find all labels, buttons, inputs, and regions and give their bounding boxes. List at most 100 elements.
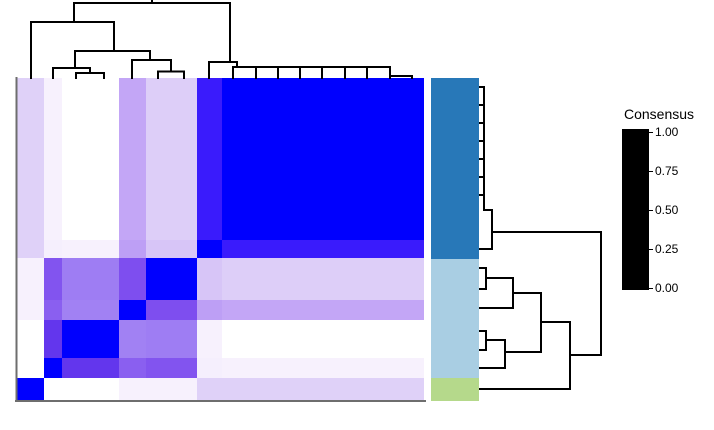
heatmap-cell	[44, 300, 62, 320]
heatmap-cell	[44, 240, 62, 258]
heatmap-cell	[402, 150, 424, 168]
heatmap-cell	[312, 300, 334, 320]
heatmap-cell	[146, 150, 171, 168]
heatmap-cell	[267, 320, 289, 339]
heatmap-cell	[222, 186, 244, 204]
heatmap-cell	[90, 320, 119, 339]
heatmap-cell	[289, 279, 312, 300]
heatmap-cell	[289, 339, 312, 358]
heatmap-cell	[334, 258, 357, 279]
heatmap-cell	[90, 114, 119, 132]
heatmap-cell	[90, 240, 119, 258]
heatmap-cell	[17, 186, 44, 204]
heatmap-cell	[119, 320, 146, 339]
heatmap-cell	[197, 186, 222, 204]
heatmap-cell	[379, 378, 402, 400]
heatmap-cell	[357, 204, 379, 222]
heatmap-cell	[334, 78, 357, 96]
heatmap-cell	[197, 150, 222, 168]
heatmap-cell	[357, 279, 379, 300]
heatmap-cell	[379, 279, 402, 300]
heatmap-cell	[334, 204, 357, 222]
heatmap-cell	[402, 240, 424, 258]
heatmap-cell	[17, 240, 44, 258]
consensus-heatmap	[17, 78, 424, 400]
heatmap-cell	[90, 96, 119, 114]
heatmap-cell	[312, 78, 334, 96]
heatmap-cell	[267, 378, 289, 400]
heatmap-cell	[244, 168, 267, 186]
heatmap-cell	[197, 222, 222, 240]
heatmap-cell	[62, 96, 90, 114]
heatmap-cell	[17, 96, 44, 114]
heatmap-cell	[334, 339, 357, 358]
heatmap-cell	[357, 168, 379, 186]
annotation-cluster-lightblue	[431, 259, 479, 378]
heatmap-cell	[312, 358, 334, 378]
heatmap-cell	[334, 186, 357, 204]
heatmap-cell	[17, 320, 44, 339]
heatmap-cell	[119, 186, 146, 204]
heatmap-cell	[17, 339, 44, 358]
heatmap-cell	[312, 186, 334, 204]
heatmap-cell	[334, 378, 357, 400]
heatmap-cell	[119, 300, 146, 320]
heatmap-cell	[357, 320, 379, 339]
heatmap-cell	[267, 114, 289, 132]
heatmap-cell	[222, 150, 244, 168]
heatmap-cell	[379, 204, 402, 222]
heatmap-cell	[267, 258, 289, 279]
heatmap-cell	[44, 279, 62, 300]
heatmap-cell	[119, 339, 146, 358]
heatmap-cell	[289, 204, 312, 222]
heatmap-cell	[171, 339, 197, 358]
heatmap-cell	[244, 78, 267, 96]
heatmap-cell	[244, 96, 267, 114]
heatmap-cell	[312, 279, 334, 300]
heatmap-cell	[17, 78, 44, 96]
heatmap-cell	[62, 258, 90, 279]
heatmap-cell	[119, 96, 146, 114]
heatmap-cell	[312, 96, 334, 114]
heatmap-cell	[62, 186, 90, 204]
heatmap-cell	[244, 378, 267, 400]
heatmap-cell	[62, 320, 90, 339]
heatmap-cell	[146, 168, 171, 186]
heatmap-cell	[62, 132, 90, 150]
heatmap-cell	[334, 320, 357, 339]
heatmap-cell	[44, 339, 62, 358]
heatmap-cell	[289, 240, 312, 258]
heatmap-cell	[90, 339, 119, 358]
heatmap-cell	[44, 168, 62, 186]
heatmap-cell	[402, 320, 424, 339]
heatmap-cell	[244, 114, 267, 132]
heatmap-cell	[222, 320, 244, 339]
heatmap-cell	[90, 358, 119, 378]
heatmap-cell	[146, 78, 171, 96]
heatmap-cell	[402, 258, 424, 279]
heatmap-cell	[267, 186, 289, 204]
heatmap-cell	[44, 320, 62, 339]
heatmap-cell	[44, 358, 62, 378]
heatmap-cell	[171, 96, 197, 114]
heatmap-cell	[379, 168, 402, 186]
heatmap-cell	[289, 222, 312, 240]
heatmap-cell	[90, 222, 119, 240]
heatmap-cell	[146, 114, 171, 132]
heatmap-cell	[312, 168, 334, 186]
heatmap-cell	[334, 358, 357, 378]
heatmap-cell	[244, 339, 267, 358]
heatmap-cell	[334, 132, 357, 150]
heatmap-cell	[267, 279, 289, 300]
heatmap-cell	[357, 78, 379, 96]
heatmap-cell	[379, 339, 402, 358]
annotation-cluster-blue	[431, 78, 479, 259]
heatmap-cell	[334, 300, 357, 320]
heatmap-cell	[267, 96, 289, 114]
heatmap-cell	[379, 320, 402, 339]
heatmap-cell	[171, 240, 197, 258]
heatmap-cell	[334, 240, 357, 258]
heatmap-cell	[267, 240, 289, 258]
heatmap-cell	[119, 222, 146, 240]
